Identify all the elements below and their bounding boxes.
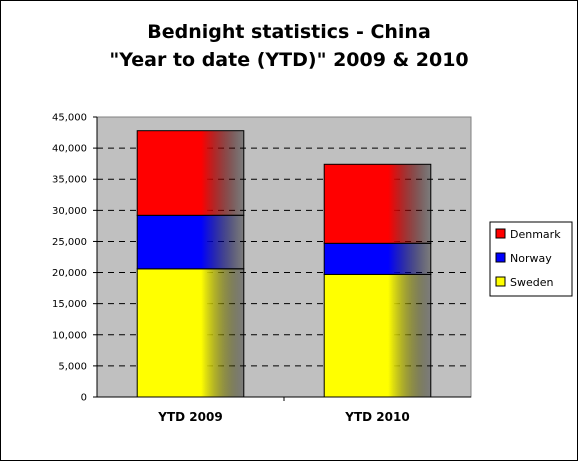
y-tick-labels: 0 5,000 10,000 15,000 20,000 25,000 30,000 35,0… xyxy=(52,113,87,404)
y-tick-label: 35,000 xyxy=(52,175,87,186)
bar-norway-1 xyxy=(323,242,432,275)
legend: Denmark Norway Sweden xyxy=(489,221,573,297)
bar-denmark-1 xyxy=(323,163,432,244)
legend-label-norway: Norway xyxy=(510,252,552,265)
y-tick-label: 30,000 xyxy=(52,206,87,217)
y-tick-label: 20,000 xyxy=(52,268,87,279)
y-tick-label: 25,000 xyxy=(52,237,87,248)
legend-swatch-norway xyxy=(495,252,506,263)
legend-label-denmark: Denmark xyxy=(510,228,561,241)
bar-sweden-1 xyxy=(323,273,432,398)
legend-label-sweden: Sweden xyxy=(510,276,553,289)
bars xyxy=(136,130,432,401)
bar-norway-0 xyxy=(136,214,245,270)
y-tick-label: 10,000 xyxy=(52,330,87,341)
y-tick-label: 40,000 xyxy=(52,144,87,155)
legend-swatch-denmark xyxy=(495,228,506,239)
y-tick-label: 0 xyxy=(81,393,87,404)
axes xyxy=(96,117,471,398)
x-tick-label: YTD 2009 xyxy=(157,410,222,424)
x-tick-label: YTD 2010 xyxy=(344,410,409,424)
x-tick-labels: YTD 2009 YTD 2010 xyxy=(157,410,409,424)
y-tick-label: 5,000 xyxy=(58,361,87,372)
legend-swatch-sweden xyxy=(495,276,506,287)
y-tick-label: 45,000 xyxy=(52,113,87,124)
chart-title-line-2: "Year to date (YTD)" 2009 & 2010 xyxy=(109,49,468,71)
y-tick-label: 15,000 xyxy=(52,299,87,310)
chart-title-line-1: Bednight statistics - China xyxy=(147,21,431,43)
bar-sweden-0 xyxy=(136,268,245,398)
bar-denmark-0 xyxy=(136,130,245,216)
